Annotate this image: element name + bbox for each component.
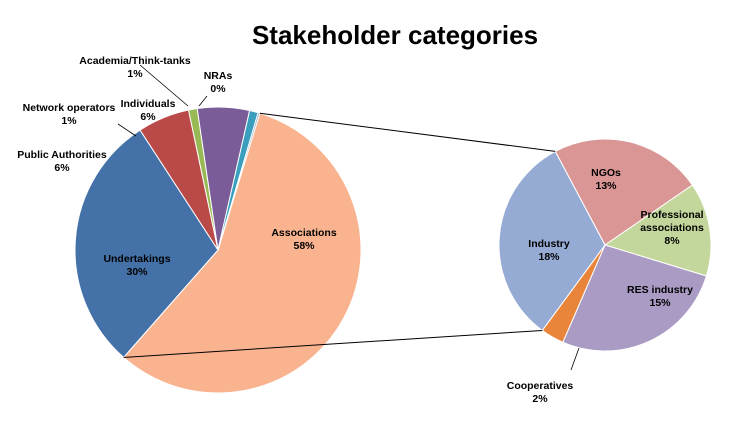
label-nras: NRAs 0% bbox=[204, 70, 233, 95]
label-associations: Associations 58% bbox=[271, 227, 337, 252]
breakdown-slice-ngos bbox=[554, 138, 694, 246]
pie-slice-associations bbox=[122, 112, 362, 394]
leader-line-1 bbox=[139, 64, 189, 107]
label-network-operators: Network operators 1% bbox=[23, 102, 116, 127]
label-academia-think-tanks: Academia/Think-tanks 1% bbox=[79, 55, 191, 80]
breakdown-slice-res-industry bbox=[562, 244, 707, 352]
connector-line-bottom bbox=[123, 329, 543, 358]
label-ngos: NGOs 13% bbox=[591, 167, 621, 192]
leader-line-2 bbox=[198, 95, 208, 107]
main-pie bbox=[74, 106, 362, 394]
label-undertakings: Undertakings 30% bbox=[103, 253, 170, 278]
label-cooperatives: Cooperatives 2% bbox=[507, 380, 574, 405]
label-res-industry: RES industry 15% bbox=[627, 284, 693, 309]
slice-labels: Associations 58% Undertakings 30% Public Aut… bbox=[17, 55, 704, 405]
label-public-authorities: Public Authorities 6% bbox=[17, 149, 107, 174]
leader-line-cooperatives bbox=[570, 347, 580, 371]
pie-slice-undertakings bbox=[74, 129, 219, 359]
label-individuals: Individuals 6% bbox=[121, 98, 176, 123]
label-professional-associations: Professional associations 8% bbox=[640, 209, 704, 247]
breakdown-pie bbox=[498, 138, 712, 352]
breakdown-slice-industry bbox=[498, 150, 606, 332]
connector-line-top bbox=[259, 112, 556, 152]
leader-line-0 bbox=[117, 123, 137, 137]
pie-connector-lines bbox=[123, 112, 556, 358]
chart-title: Stakeholder categories bbox=[252, 20, 538, 50]
breakdown-slice-professional-associations bbox=[603, 184, 712, 277]
label-industry: Industry 18% bbox=[528, 238, 570, 263]
